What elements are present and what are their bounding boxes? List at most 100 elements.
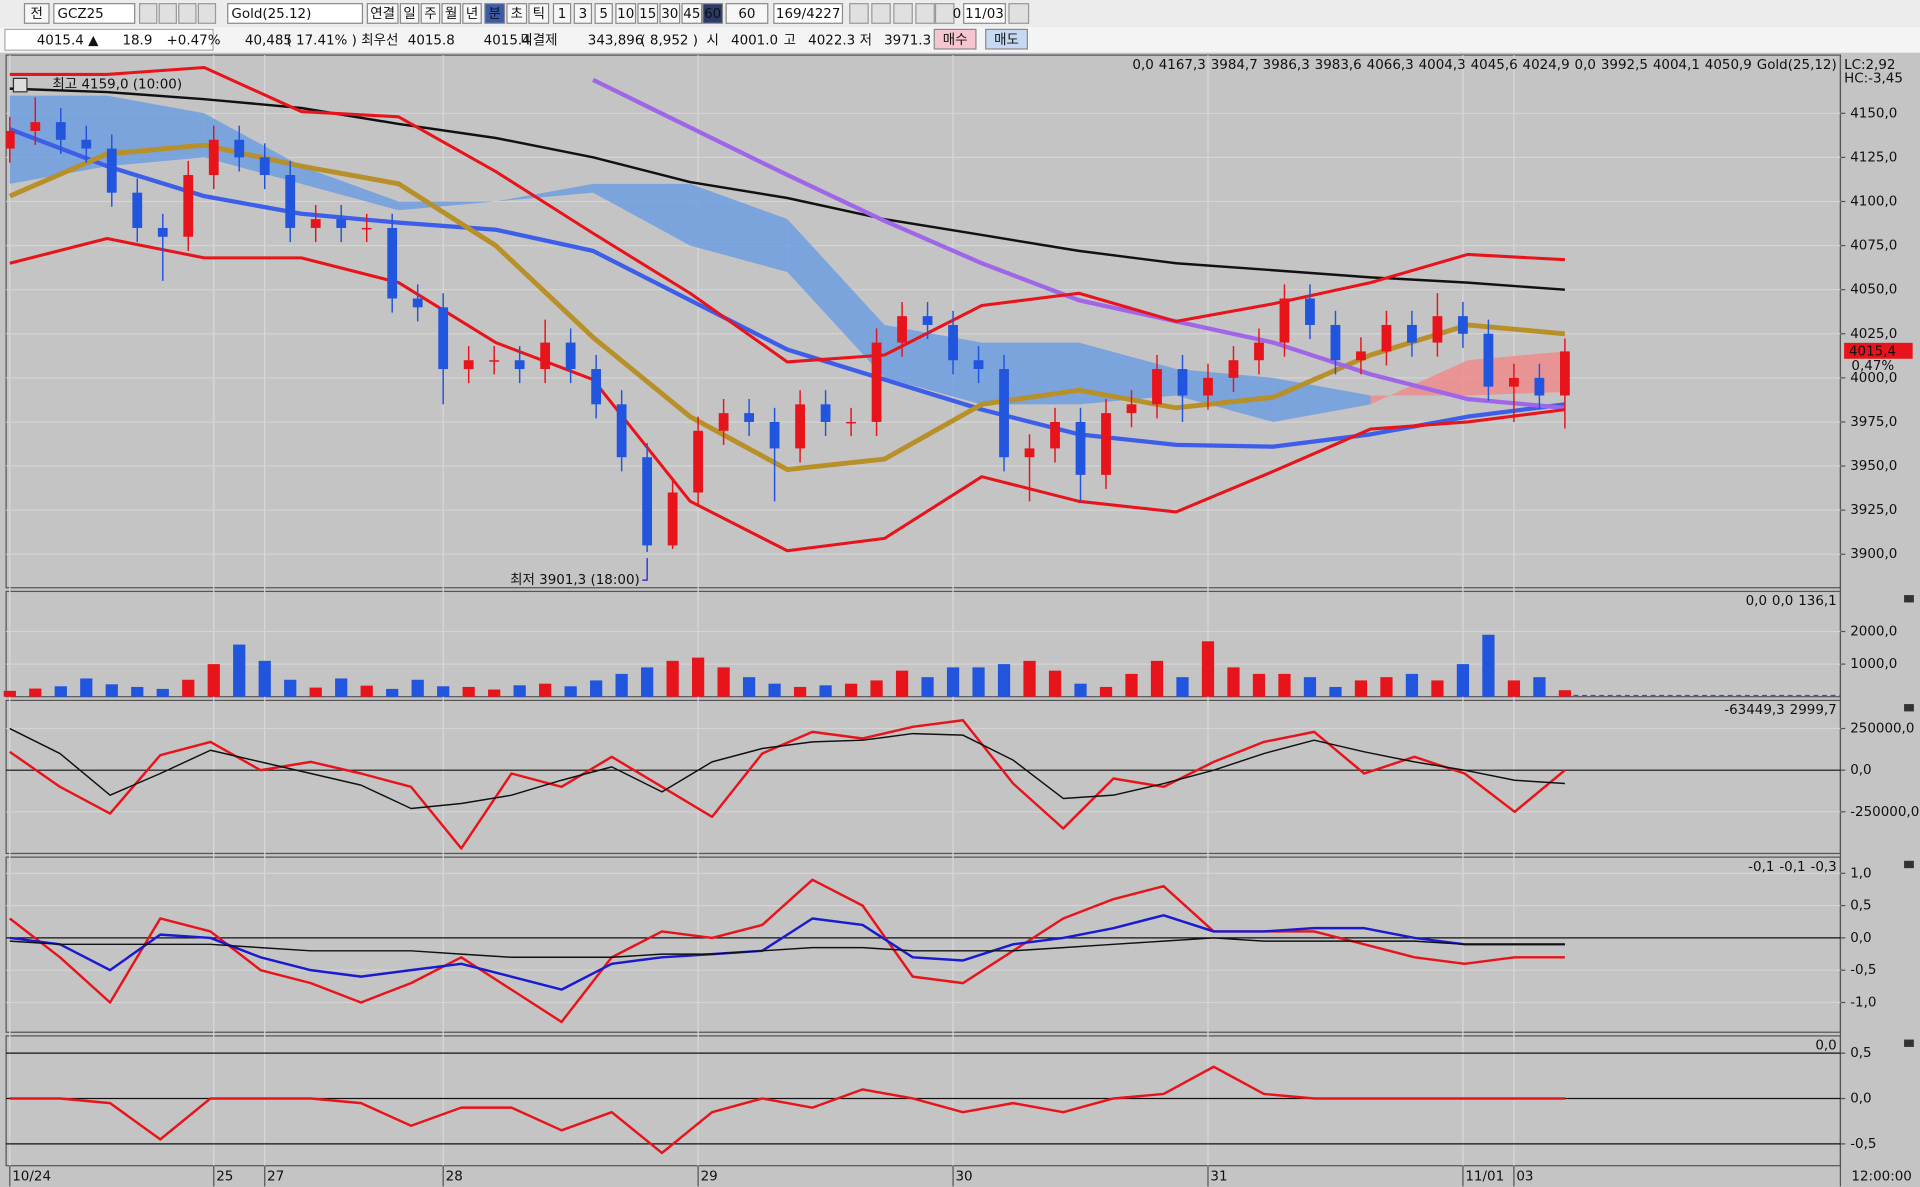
button-label[interactable]: 60 (738, 7, 755, 22)
button[interactable] (506, 3, 528, 24)
volume-bar (233, 644, 246, 697)
icon-button[interactable] (849, 3, 869, 24)
y-tick-label: 250000,0 (1850, 722, 1914, 737)
button-label[interactable]: 5 (599, 7, 608, 22)
button-label[interactable]: 45 (683, 7, 700, 22)
button-label[interactable]: 연결 (370, 6, 395, 22)
button[interactable] (399, 3, 420, 24)
overlay-line (592, 77, 1566, 411)
icon-button[interactable] (915, 3, 935, 24)
symbol-input[interactable] (53, 3, 136, 24)
icon-button[interactable] (934, 3, 955, 24)
button-label[interactable]: 월 (445, 6, 457, 22)
button-label[interactable]: 초 (511, 7, 523, 22)
button[interactable] (462, 3, 482, 24)
button[interactable] (366, 3, 399, 24)
panel-value-label: 0,0 (1772, 594, 1793, 609)
indicator-value: 4050,9 (1705, 58, 1752, 73)
button-label[interactable]: 10 (617, 7, 634, 22)
quote-high-label: 고 (784, 33, 796, 48)
offset[interactable]: 0 (953, 7, 962, 22)
button-label[interactable]: 주 (424, 7, 436, 22)
button[interactable] (552, 3, 572, 24)
button[interactable] (985, 28, 1028, 50)
button[interactable] (484, 3, 506, 24)
icon-button[interactable] (138, 3, 158, 24)
name-input[interactable] (227, 3, 364, 24)
candle-body (744, 413, 755, 422)
panel-button[interactable] (1904, 860, 1914, 869)
button[interactable] (773, 3, 844, 24)
panel-button[interactable] (1904, 704, 1914, 712)
button[interactable] (933, 28, 977, 50)
cloud-segment (204, 113, 302, 184)
y-tick-label: 0,0 (1850, 931, 1871, 946)
button[interactable] (573, 3, 593, 24)
button[interactable] (725, 3, 769, 24)
button[interactable] (528, 3, 550, 24)
cloud-segment (1078, 342, 1177, 405)
icon-button[interactable] (178, 3, 197, 24)
button[interactable] (681, 3, 703, 24)
button[interactable] (23, 3, 50, 24)
volume-bar (1150, 660, 1164, 697)
symbol[interactable]: GCZ25 (58, 7, 104, 22)
candle-body (948, 324, 958, 361)
volume-bar (258, 660, 271, 697)
candle-body (438, 307, 449, 370)
button-label[interactable]: 169/4227 (776, 7, 840, 22)
candle-body (1356, 351, 1366, 361)
button-label[interactable]: 1 (558, 7, 567, 22)
sell-button[interactable]: 매도 (994, 32, 1019, 48)
indicator-value: 0,0 (1132, 58, 1153, 73)
volume-bar (182, 679, 195, 697)
chart-menu[interactable] (12, 77, 28, 93)
buy-button[interactable]: 매수 (943, 32, 968, 48)
button-label[interactable]: 틱 (533, 6, 545, 22)
calendar-button[interactable] (1008, 3, 1030, 24)
indicator-value: 3986,3 (1263, 58, 1310, 73)
panel-frame (5, 856, 1842, 1033)
candle-body (1509, 377, 1519, 387)
button[interactable] (441, 3, 462, 24)
button[interactable] (420, 3, 441, 24)
volume-bar (1482, 634, 1495, 697)
indicator-value: 3992,5 (1601, 58, 1648, 73)
button[interactable] (594, 3, 613, 24)
button-label[interactable]: 15 (639, 7, 656, 22)
volume-bar (1125, 673, 1138, 697)
volume-bar (997, 664, 1011, 697)
button[interactable] (615, 3, 637, 24)
panel-button[interactable] (1904, 595, 1914, 603)
candle-body (208, 139, 219, 176)
button-label[interactable]: 년 (466, 6, 478, 22)
candle-body (310, 219, 321, 228)
indicator-value: 4066,3 (1367, 58, 1414, 73)
volume-bar (437, 686, 450, 697)
button-label[interactable]: 30 (661, 7, 678, 22)
icon-button[interactable] (893, 3, 913, 24)
icon-button[interactable] (158, 3, 177, 24)
volume-bar (946, 667, 960, 697)
button-label[interactable]: 3 (579, 7, 588, 22)
icon-button[interactable] (871, 3, 891, 24)
button-label[interactable]: 전 (31, 6, 43, 22)
indicator-value: 4004,1 (1653, 58, 1700, 73)
button-label[interactable]: 일 (403, 6, 415, 22)
cloud-segment (690, 183, 788, 273)
button-label[interactable]: 60 (704, 7, 721, 22)
icon-button[interactable] (197, 3, 217, 24)
quote-change-pct: +0.47% (167, 33, 221, 48)
button[interactable] (963, 3, 1006, 24)
instrument-name[interactable]: Gold(25.12) (231, 7, 311, 22)
volume-bar (131, 686, 144, 697)
candle-body (922, 316, 933, 325)
indicator-value: 4045,6 (1471, 58, 1518, 73)
button-label[interactable]: 11/03 (965, 7, 1004, 22)
panel-button[interactable] (1904, 1039, 1914, 1047)
button-label[interactable]: 분 (488, 7, 500, 22)
volume-bar (1023, 660, 1036, 697)
button[interactable] (702, 3, 724, 24)
button[interactable] (637, 3, 659, 24)
button[interactable] (659, 3, 681, 24)
